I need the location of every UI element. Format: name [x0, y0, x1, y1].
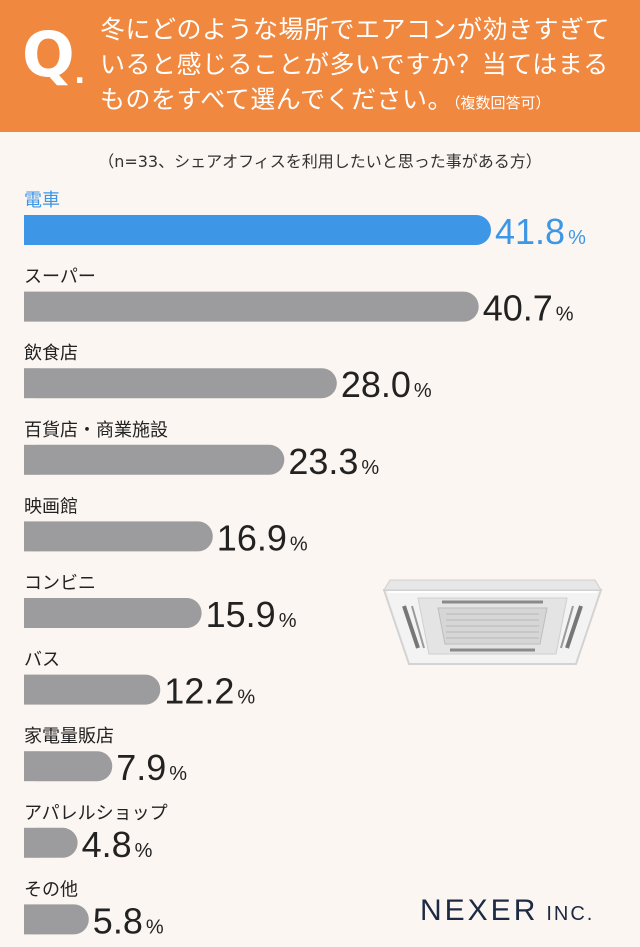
question-line-3: ものをすべて選んでください。（複数回答可）: [100, 82, 620, 121]
logo-sub-text: INC.: [546, 903, 595, 925]
value-label: 4.8%: [82, 824, 153, 865]
bar-left-edge: [24, 444, 39, 475]
value-unit: %: [279, 610, 297, 632]
value-label: 12.2%: [164, 671, 255, 712]
category-label: コンビニ: [24, 573, 96, 594]
category-label: 百貨店・商業施設: [24, 420, 168, 441]
value-unit: %: [146, 916, 164, 938]
value-label: 41.8%: [495, 211, 586, 252]
bar-left-edge: [24, 751, 39, 782]
value-unit: %: [290, 533, 308, 555]
value-number: 5.8: [93, 900, 143, 941]
ceiling-air-conditioner-icon: [382, 579, 603, 665]
bar: [24, 904, 89, 935]
value-label: 40.7%: [483, 288, 574, 329]
category-label: 家電量販店: [24, 726, 114, 747]
value-unit: %: [169, 763, 187, 785]
category-label: バス: [24, 650, 60, 671]
bar-left-edge: [24, 674, 39, 705]
sample-note: （n=33、シェアオフィスを利用したいと思った事がある方）: [98, 152, 542, 171]
bar: [24, 368, 337, 399]
value-unit: %: [556, 304, 574, 326]
bar-left-edge: [24, 368, 39, 399]
question-line-1: 冬にどのような場所でエアコンが効きすぎて: [100, 15, 611, 44]
value-label: 15.9%: [206, 594, 297, 635]
value-unit: %: [568, 227, 586, 249]
bar-left-edge: [24, 598, 39, 628]
bar: [24, 751, 113, 782]
logo-main-text: NEXER: [420, 894, 539, 927]
value-number: 28.0: [341, 364, 411, 405]
category-label: スーパー: [24, 267, 96, 288]
nexer-logo: NEXER INC.: [420, 894, 594, 928]
value-number: 40.7: [483, 288, 553, 329]
category-label: 映画館: [24, 496, 78, 517]
category-label: アパレルショップ: [24, 803, 168, 824]
bar: [24, 291, 479, 322]
question-text: 冬にどのような場所でエアコンが効きすぎて いると感じることが多いですか？当てはま…: [100, 12, 620, 121]
bar-left-edge: [24, 904, 39, 935]
value-label: 7.9%: [116, 747, 187, 788]
bar: [24, 521, 213, 552]
value-number: 15.9: [206, 594, 276, 635]
question-note: （複数回答可）: [453, 94, 551, 112]
category-label: 電車: [24, 190, 60, 211]
bar: [24, 215, 491, 245]
value-number: 23.3: [288, 441, 358, 482]
value-unit: %: [237, 687, 255, 709]
value-label: 5.8%: [93, 900, 164, 941]
question-line-3-text: ものをすべて選んでください。: [100, 85, 454, 114]
value-number: 12.2: [164, 671, 234, 712]
category-label: 飲食店: [24, 343, 78, 364]
value-number: 7.9: [116, 747, 166, 788]
category-label: その他: [24, 879, 78, 900]
value-unit: %: [135, 840, 153, 862]
value-label: 28.0%: [341, 364, 432, 405]
question-line-2: いると感じることが多いですか？当てはまる: [100, 50, 609, 79]
bar-left-edge: [24, 521, 39, 552]
bar-left-edge: [24, 827, 39, 858]
value-number: 16.9: [217, 517, 287, 558]
bar-left-edge: [24, 215, 39, 245]
value-unit: %: [414, 380, 432, 402]
value-number: 4.8: [82, 824, 132, 865]
question-dot: .: [74, 56, 86, 91]
bar: [24, 598, 202, 628]
value-number: 41.8: [495, 211, 565, 252]
question-mark: Q: [22, 18, 75, 91]
value-unit: %: [361, 457, 379, 479]
value-label: 16.9%: [217, 517, 308, 558]
question-header: Q . 冬にどのような場所でエアコンが効きすぎて いると感じることが多いですか？…: [0, 0, 640, 132]
value-label: 23.3%: [288, 441, 379, 482]
bar-left-edge: [24, 291, 39, 322]
bar: [24, 444, 285, 475]
bar: [24, 674, 161, 705]
